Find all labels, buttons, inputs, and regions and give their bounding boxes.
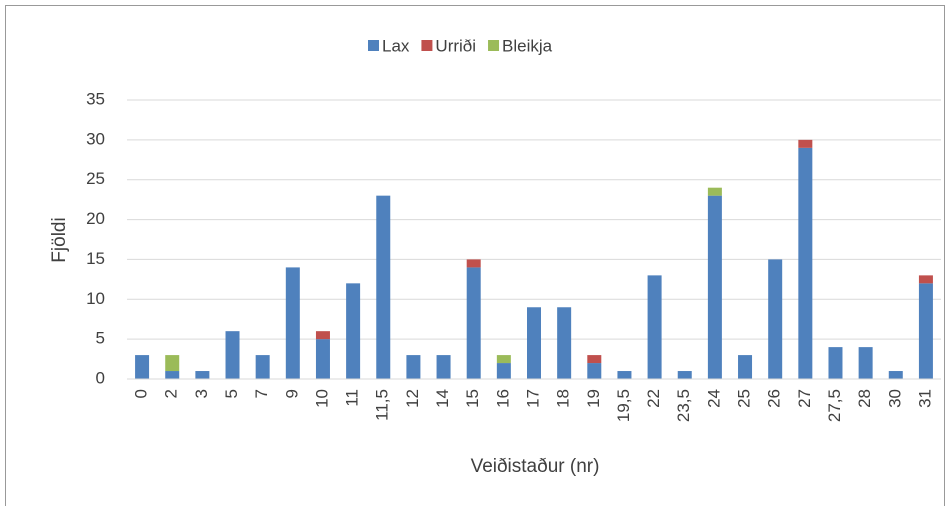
bar-segment <box>858 347 873 379</box>
bar-segment <box>466 259 481 268</box>
bar-segment <box>496 355 511 364</box>
bar-segment <box>225 331 240 379</box>
bar-segment <box>315 331 330 340</box>
x-tick-label: 19,5 <box>614 389 633 422</box>
x-tick-label: 28 <box>855 389 874 408</box>
x-tick-label: 12 <box>403 389 422 408</box>
bar-segment <box>527 307 541 379</box>
bar-segment <box>828 347 843 379</box>
bar-segment <box>587 363 602 379</box>
bar-segment <box>315 339 330 379</box>
legend-label: Bleikja <box>502 36 553 55</box>
bar-segment <box>255 355 270 379</box>
x-tick-label: 18 <box>554 389 573 408</box>
x-tick-label: 14 <box>433 389 452 408</box>
bar-segment <box>376 195 391 379</box>
bar-segment <box>798 147 813 379</box>
y-tick-label: 30 <box>86 129 105 148</box>
y-tick-label: 35 <box>86 89 105 108</box>
x-tick-label: 7 <box>252 389 271 398</box>
legend-label: Lax <box>382 36 410 55</box>
y-axis-label: Fjöldi <box>49 217 70 262</box>
bar-segment <box>496 363 511 379</box>
bar-segment <box>135 355 150 379</box>
bar-segment <box>346 283 361 379</box>
y-tick-label: 20 <box>86 209 105 228</box>
x-tick-label: 17 <box>523 389 542 408</box>
y-tick-label: 5 <box>96 329 105 348</box>
legend-swatch <box>368 40 379 51</box>
x-tick-label: 15 <box>463 389 482 408</box>
x-tick-label: 9 <box>282 389 301 398</box>
bar-segment <box>436 355 451 379</box>
x-tick-label: 31 <box>915 389 934 408</box>
x-tick-label: 10 <box>312 389 331 408</box>
y-tick-label: 10 <box>86 289 105 308</box>
y-tick-label: 25 <box>86 169 105 188</box>
bar-segment <box>918 275 933 284</box>
bar-segment <box>466 267 481 379</box>
bar-segment <box>677 371 692 379</box>
x-tick-label: 3 <box>192 389 211 398</box>
y-tick-label: 15 <box>86 249 105 268</box>
x-tick-label: 23,5 <box>674 389 693 422</box>
x-tick-label: 30 <box>885 389 904 408</box>
x-tick-label: 22 <box>644 389 663 408</box>
bar-segment <box>647 275 662 379</box>
bar-segment <box>798 139 813 148</box>
x-tick-label: 27,5 <box>825 389 844 422</box>
bar-segment <box>617 371 632 379</box>
legend-swatch <box>488 40 500 51</box>
x-tick-label: 2 <box>162 389 181 398</box>
legend-swatch <box>421 40 433 51</box>
x-tick-label: 19 <box>584 389 603 408</box>
bar-segment <box>738 355 753 379</box>
legend-label: Urriði <box>435 36 476 55</box>
bar-segment <box>888 371 903 379</box>
y-tick-label: 0 <box>96 368 105 387</box>
bar-segment <box>406 355 421 379</box>
bar-segment <box>195 371 210 379</box>
bar-segment <box>707 187 722 196</box>
x-tick-label: 16 <box>493 389 512 408</box>
x-tick-label: 11 <box>343 389 362 407</box>
x-axis-label: Veiðistaður (nr) <box>471 456 600 477</box>
bar-segment <box>587 355 602 364</box>
bar-segment <box>285 267 300 379</box>
x-tick-label: 0 <box>132 389 151 398</box>
x-tick-label: 26 <box>765 389 784 408</box>
bar-segment <box>165 355 180 372</box>
bar-segment <box>768 259 783 379</box>
x-tick-label: 27 <box>795 389 814 408</box>
x-tick-label: 25 <box>735 389 754 408</box>
bar-segment <box>707 195 722 379</box>
x-tick-label: 24 <box>704 389 723 408</box>
x-tick-label: 5 <box>222 389 241 398</box>
bar-segment <box>557 307 572 379</box>
bar-segment <box>165 371 180 379</box>
x-tick-label: 11,5 <box>373 389 392 421</box>
chart-frame <box>5 5 945 506</box>
bar-segment <box>918 283 933 379</box>
